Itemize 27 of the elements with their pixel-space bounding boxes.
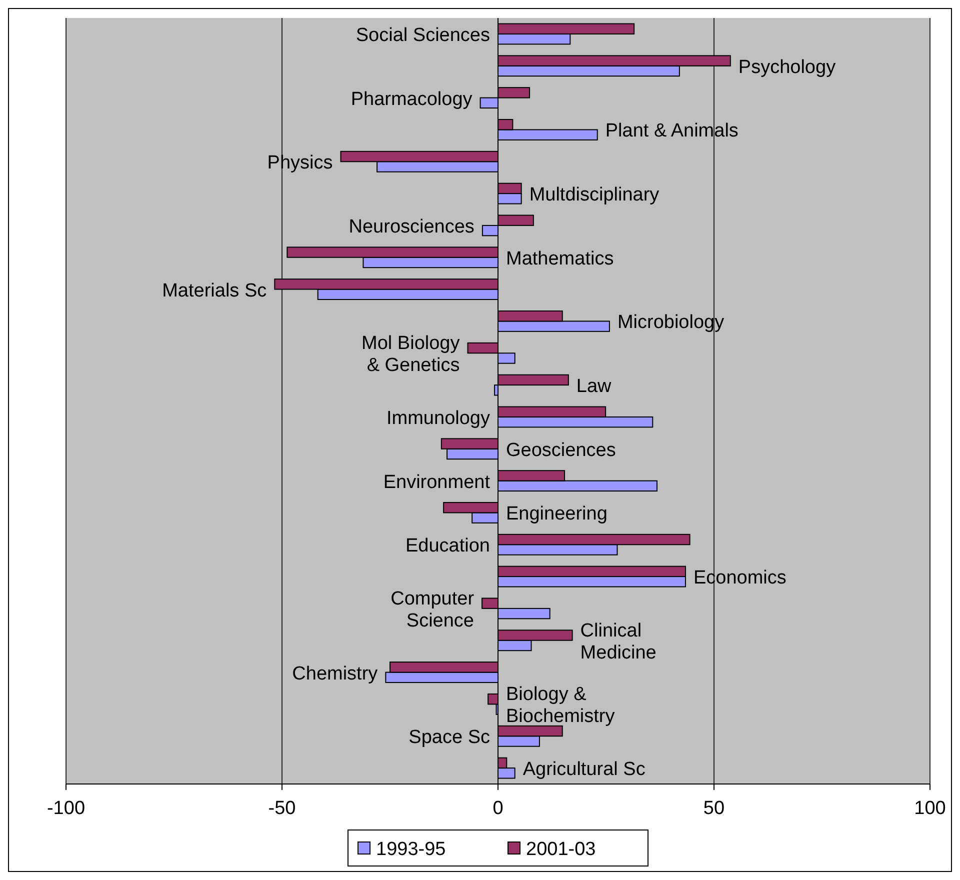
x-tick-label: 0 bbox=[492, 798, 504, 819]
y-tick-label: Immunology bbox=[386, 408, 490, 429]
y-tick-label: Mol Biology & Genetics bbox=[362, 333, 460, 376]
y-tick-label: Education bbox=[405, 536, 490, 557]
y-tick-label: Engineering bbox=[506, 504, 608, 525]
y-tick-label: Geosciences bbox=[506, 440, 616, 461]
y-tick-label: Materials Sc bbox=[162, 280, 267, 302]
y-tick-label: Environment bbox=[383, 472, 491, 493]
y-tick-label: Pharmacology bbox=[350, 88, 473, 110]
x-tick-label: -100 bbox=[46, 798, 86, 819]
y-tick-label: Multdisciplinary bbox=[529, 184, 660, 206]
y-tick-label: Clinical Medicine bbox=[580, 620, 656, 664]
y-tick-label: Computer Science bbox=[390, 588, 475, 632]
x-tick-label: 100 bbox=[914, 798, 946, 819]
y-tick-label: Mathematics bbox=[506, 248, 614, 270]
y-tick-label: Agricultural Sc bbox=[522, 759, 646, 780]
legend-label: 1993-95 bbox=[376, 839, 446, 860]
y-tick-label: Social Sciences bbox=[356, 24, 490, 46]
legend-label: 2001-03 bbox=[526, 839, 596, 860]
x-tick-label: -50 bbox=[268, 798, 296, 819]
y-tick-label: Space Sc bbox=[408, 727, 490, 748]
y-tick-label: Biology & Biochemistry bbox=[506, 684, 616, 728]
y-tick-label: Psychology bbox=[738, 56, 836, 78]
y-tick-label: Law bbox=[576, 376, 612, 398]
y-tick-label: Chemistry bbox=[292, 663, 378, 684]
y-tick-label: Neurosciences bbox=[348, 216, 474, 238]
x-tick-label: 50 bbox=[703, 798, 725, 819]
